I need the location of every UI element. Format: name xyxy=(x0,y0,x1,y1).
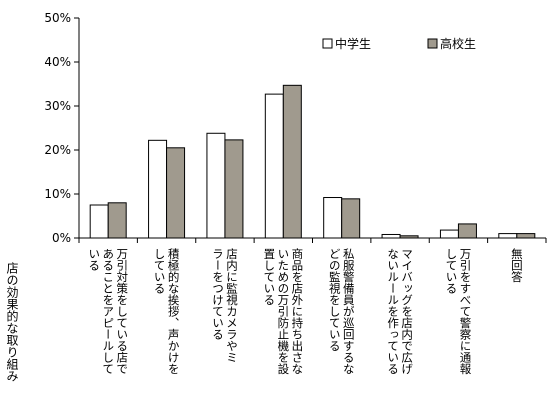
bar-中学生 xyxy=(439,229,459,239)
y-tick-label: 40% xyxy=(44,55,71,69)
bar-高校生 xyxy=(341,198,361,239)
x-category-label: 置している xyxy=(262,248,276,306)
legend-swatch xyxy=(427,38,438,49)
x-category-label: している xyxy=(153,248,167,294)
y-tick-label: 0% xyxy=(52,231,71,245)
x-category-label: 無回答 xyxy=(510,247,524,283)
bar-中学生 xyxy=(498,233,518,239)
y-tick-label: 50% xyxy=(44,11,71,25)
legend-label: 中学生 xyxy=(335,36,371,51)
legend: 中学生 高校生 xyxy=(322,36,476,51)
x-category-label: 万引をすべて警察に通報 xyxy=(458,248,472,375)
x-category-label: いための万引防止機を設 xyxy=(276,248,290,375)
x-axis xyxy=(78,237,547,243)
bar-中学生 xyxy=(381,233,401,239)
bars xyxy=(89,84,536,239)
legend-item: 中学生 xyxy=(322,36,371,51)
x-category-label: 積極的な挨拶、声かけを xyxy=(167,247,181,374)
x-category-label: ないルールを作っている xyxy=(386,248,400,375)
x-category-label: どの監視をしている xyxy=(328,248,342,352)
x-category-label: 商品を店外に持ち出さな xyxy=(290,247,304,374)
x-category-label: 店内に監視カメラやミ xyxy=(225,247,239,363)
bar-高校生 xyxy=(282,84,302,239)
y-tick-label: 30% xyxy=(44,99,71,113)
y-tick-label: 20% xyxy=(44,143,71,157)
x-category-label: 万引対策をしている店で xyxy=(115,248,129,375)
legend-label: 高校生 xyxy=(440,36,476,51)
y-tick-label: 10% xyxy=(44,187,71,201)
bar-中学生 xyxy=(148,139,168,239)
legend-swatch xyxy=(322,38,333,49)
bar-高校生 xyxy=(516,233,536,239)
bar-中学生 xyxy=(89,204,109,239)
bar-高校生 xyxy=(166,147,186,239)
category-labels: 万引対策をしている店であることをアピールしている 積極的な挨拶、声かけをしている店… xyxy=(87,247,524,375)
x-category-label: ラーをつけている xyxy=(211,248,225,340)
x-axis-title: 店の効果的な取り組み xyxy=(5,262,19,382)
bar-中学生 xyxy=(264,93,284,239)
x-category-label: している xyxy=(444,248,458,294)
y-axis: 0% 10% 20% 30% 40% 50% xyxy=(44,11,80,245)
x-category-label: マイバッグを店内で広げ xyxy=(400,248,414,375)
bar-中学生 xyxy=(323,197,343,239)
bar-高校生 xyxy=(224,139,244,239)
bar-中学生 xyxy=(206,132,226,239)
x-category-label: いる xyxy=(87,248,101,271)
legend-item: 高校生 xyxy=(427,36,476,51)
bar-高校生 xyxy=(107,202,127,239)
x-category-label: あることをアピールして xyxy=(101,248,115,375)
bar-高校生 xyxy=(457,223,477,239)
x-category-label: 私服警備員が巡回するな xyxy=(342,248,356,375)
